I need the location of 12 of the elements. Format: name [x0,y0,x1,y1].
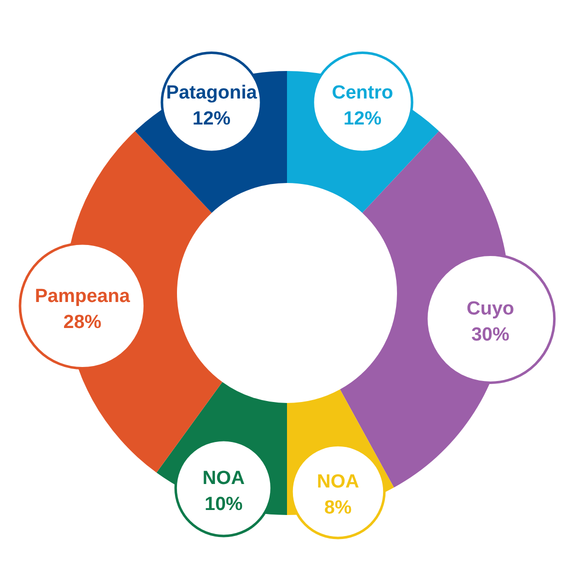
slice-label: Centro [332,82,394,104]
slice-label: Cuyo [466,298,514,320]
slice-label: NOA [316,472,360,493]
data-label: 10% [204,494,243,515]
data-label: 30% [471,324,510,346]
data-label: 28% [63,312,102,333]
data-label: 12% [343,108,382,130]
slice-label: NOA [202,468,246,489]
slice-label: Pampeana [34,286,130,307]
slice-label: Patagonia [166,82,258,104]
data-label: 12% [192,108,231,130]
data-label: 8% [324,498,352,519]
